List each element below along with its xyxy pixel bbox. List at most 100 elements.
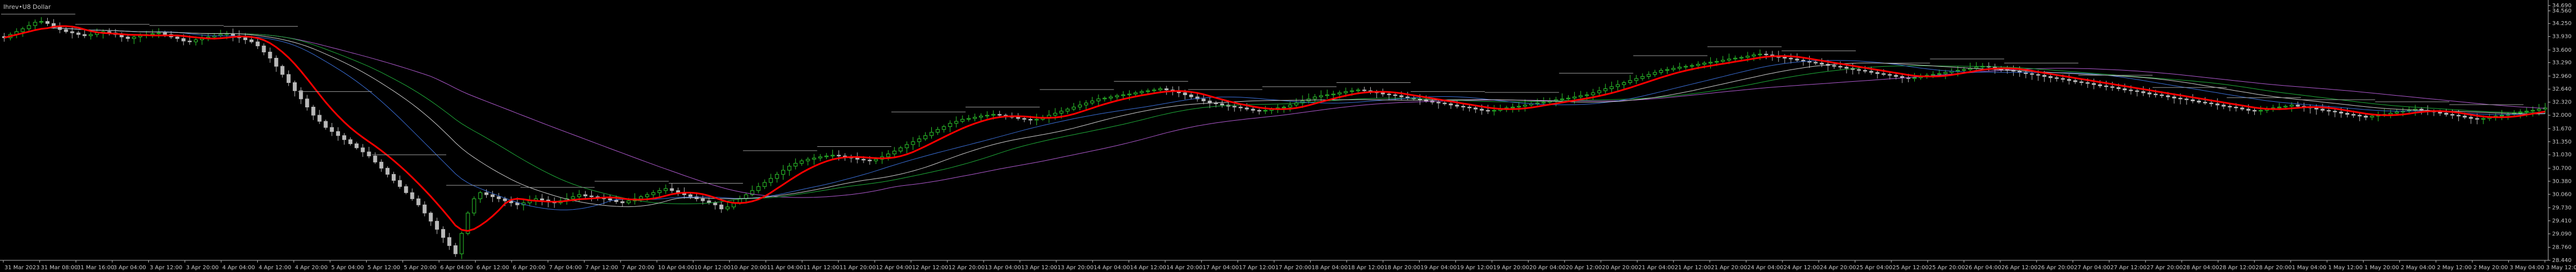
candle-body: [1615, 84, 1620, 87]
candle-body: [274, 58, 278, 67]
x-tick-label: 26 Apr 12:00: [2001, 265, 2038, 271]
ma-gray-line: [4, 27, 2545, 207]
candle-body: [1684, 66, 1688, 68]
candle-body: [2240, 107, 2244, 110]
candle-body: [1059, 111, 1064, 113]
candle-body: [1486, 110, 1490, 112]
candle-body: [929, 132, 934, 136]
candle-body: [1894, 75, 1898, 77]
candle-body: [410, 192, 415, 199]
candle-body: [490, 194, 495, 197]
candle-body: [1721, 60, 1725, 62]
candle-body: [280, 66, 284, 75]
candle-body: [1795, 58, 1799, 61]
candle-body: [898, 147, 903, 152]
candle-body: [1659, 70, 1663, 73]
candle-body: [577, 194, 581, 197]
candle-body: [336, 131, 340, 136]
candle-body: [688, 194, 693, 197]
candle-body: [379, 161, 383, 169]
candle-body: [2327, 110, 2331, 112]
candle-body: [181, 38, 186, 42]
candle-body: [2246, 108, 2250, 111]
y-tick-label: 34.560: [2552, 8, 2572, 14]
candle-body: [1207, 100, 1212, 103]
candle-body: [1739, 57, 1744, 59]
x-tick-label: 18 Apr 12:00: [1348, 265, 1384, 271]
candle-body: [867, 160, 872, 161]
candle-body: [2537, 108, 2541, 111]
candle-body: [1875, 72, 1880, 74]
candle-body: [608, 198, 612, 201]
candle-body: [1399, 95, 1404, 97]
x-tick-label: 19 Apr 04:00: [1420, 265, 1456, 271]
candle-body: [1702, 62, 1706, 65]
candle-body: [1727, 58, 1731, 61]
x-tick-label: 14 Apr 12:00: [1130, 265, 1166, 271]
candle-body: [800, 160, 804, 164]
candle-body: [497, 196, 501, 199]
x-tick-label: 13 Apr 20:00: [1057, 265, 1094, 271]
candle-body: [2184, 98, 2189, 100]
candle-body: [1516, 106, 1521, 107]
candle-body: [626, 200, 631, 204]
x-tick-label: 3 May 04:00: [2510, 265, 2544, 271]
candle-body: [2098, 84, 2102, 86]
x-tick-label: 10 Apr 04:00: [658, 265, 694, 271]
candle-body: [1474, 107, 1478, 110]
y-tick-label: 34.250: [2552, 21, 2572, 27]
candle-body: [45, 21, 50, 24]
candle-body: [1708, 62, 1713, 63]
candle-body: [1764, 53, 1769, 56]
y-tick-label: 31.030: [2552, 152, 2572, 158]
x-tick-label: 27 Apr 12:00: [2110, 265, 2146, 271]
candle-body: [936, 129, 940, 133]
x-tick-label: 19 Apr 20:00: [1493, 265, 1529, 271]
candle-body: [2438, 111, 2442, 113]
candle-body: [762, 182, 767, 187]
x-tick-label: 21 Apr 20:00: [1711, 265, 1747, 271]
x-tick-label: 28 Apr 04:00: [2183, 265, 2219, 271]
candle-body: [966, 118, 971, 120]
candle-body: [1201, 98, 1206, 101]
x-tick-label: 26 Apr 04:00: [1965, 265, 2001, 271]
candle-body: [249, 39, 254, 42]
candle-body: [1758, 53, 1762, 56]
candle-body: [422, 204, 427, 214]
candle-body: [1022, 118, 1026, 120]
x-tick-label: 14 Apr 04:00: [1094, 265, 1130, 271]
candle-body: [2030, 73, 2034, 75]
candle-body: [1071, 106, 1076, 110]
candle-body: [82, 34, 87, 36]
candle-body: [1028, 118, 1033, 121]
y-tick-label: 32.640: [2552, 86, 2572, 92]
y-tick-label: 33.930: [2552, 34, 2572, 40]
candle-body: [1164, 88, 1169, 91]
candle-body: [1053, 112, 1057, 116]
x-tick-label: 11 Apr 12:00: [803, 265, 840, 271]
x-tick-label: 12 Apr 04:00: [876, 265, 912, 271]
candle-body: [540, 198, 545, 201]
x-tick-label: 17 Apr 12:00: [1239, 265, 1275, 271]
candle-body: [812, 157, 816, 160]
candle-body: [2457, 115, 2461, 117]
x-tick-label: 11 Apr 04:00: [767, 265, 803, 271]
candle-body: [614, 200, 618, 202]
y-tick-label: 30.380: [2552, 179, 2572, 185]
candle-body: [2172, 96, 2176, 98]
candle-body: [1900, 76, 1904, 78]
candle-body: [1597, 90, 1601, 93]
candle-body: [1579, 95, 1583, 97]
candle-body: [1312, 96, 1317, 100]
candle-body: [861, 159, 866, 161]
candle-body: [361, 147, 365, 152]
candle-body: [1541, 102, 1546, 103]
candle-body: [645, 194, 650, 197]
candle-body: [620, 201, 625, 204]
y-tick-label: 32.000: [2552, 112, 2572, 118]
candle-body: [818, 156, 822, 159]
candle-body: [1449, 103, 1453, 106]
x-tick-label: 1 May 04:00: [2292, 265, 2327, 271]
candle-body: [163, 32, 167, 35]
